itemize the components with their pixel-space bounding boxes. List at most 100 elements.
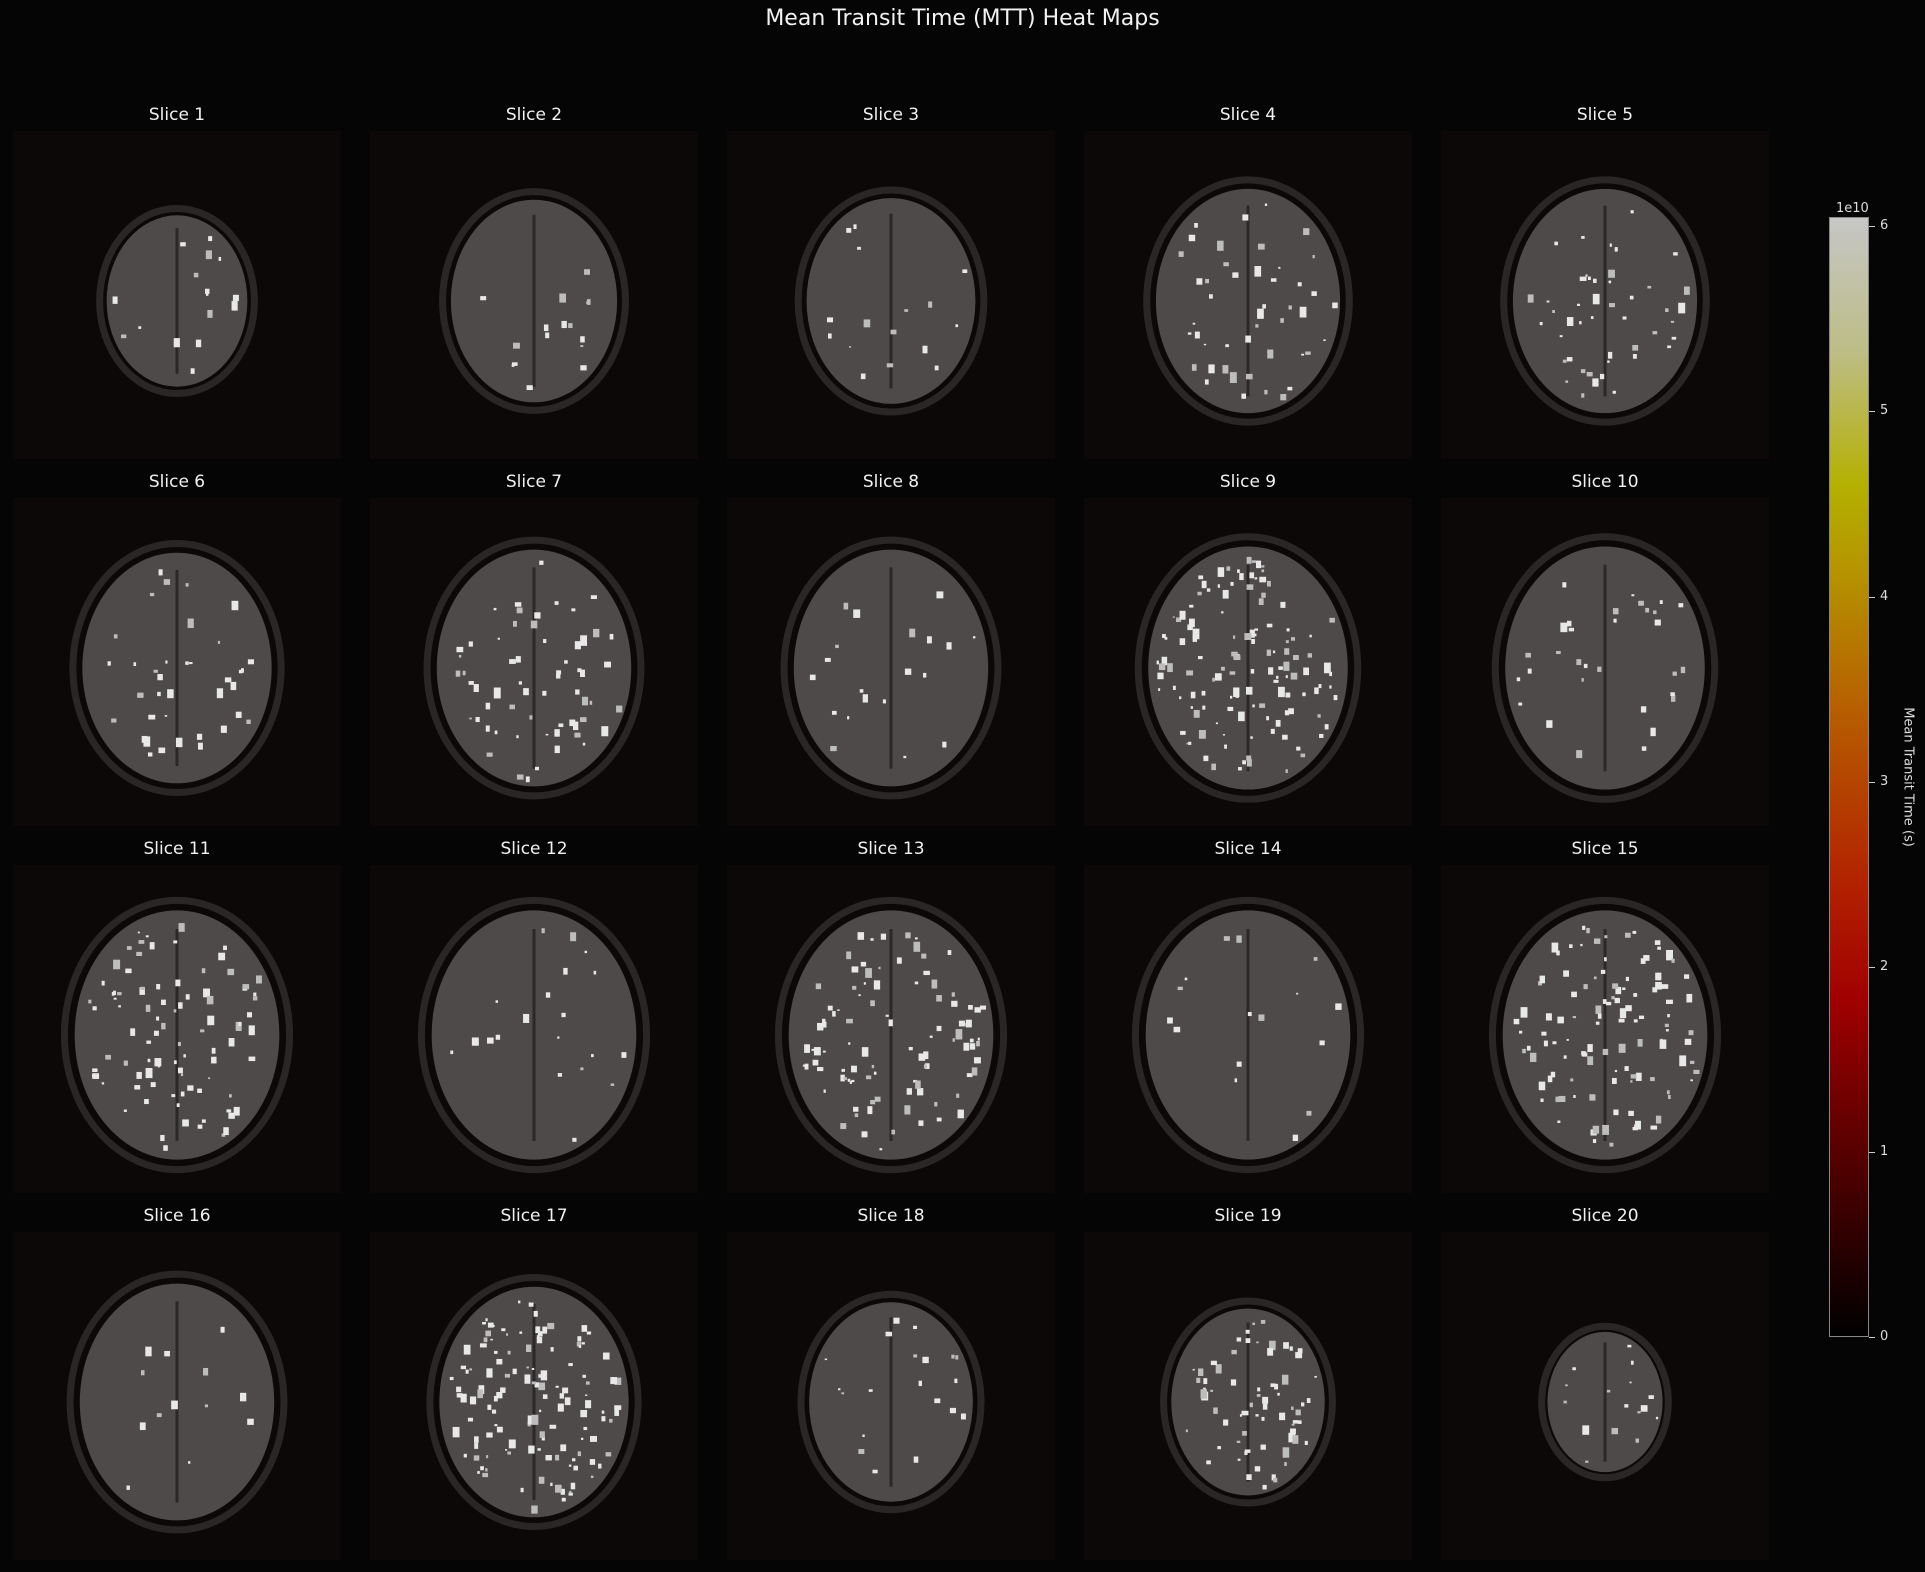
mtt-hotspot (1329, 617, 1335, 623)
mtt-hotspot (1566, 357, 1573, 362)
mtt-hotspot (1236, 1337, 1242, 1342)
mtt-hotspot (1678, 302, 1686, 314)
mtt-hotspot (585, 1394, 588, 1396)
mtt-hotspot (208, 236, 213, 242)
mtt-hotspot (494, 1350, 498, 1354)
mtt-hotspot (1580, 369, 1586, 374)
mtt-hotspot (1232, 635, 1236, 639)
mtt-hotspot (849, 1081, 852, 1084)
mtt-hotspot (193, 272, 199, 278)
mtt-hotspot (550, 1482, 553, 1487)
mtt-hotspot (1670, 320, 1675, 323)
mtt-hotspot (965, 1019, 972, 1028)
mtt-hotspot (253, 992, 257, 997)
mtt-hotspot (896, 957, 902, 964)
mtt-hotspot (1595, 1005, 1602, 1014)
mtt-hotspot (483, 1337, 488, 1343)
mtt-hotspot (531, 1381, 536, 1385)
mtt-hotspot (1654, 940, 1661, 945)
mtt-hotspot (1296, 992, 1299, 995)
mtt-hotspot (860, 373, 866, 380)
slice-title: Slice 19 (1214, 1206, 1282, 1226)
mtt-hotspot (1604, 935, 1608, 939)
mtt-hotspot (918, 1120, 924, 1126)
mtt-hotspot (872, 1469, 878, 1474)
mtt-hotspot (1671, 336, 1677, 340)
mtt-hotspot (554, 729, 560, 737)
mtt-hotspot (92, 1068, 98, 1073)
mtt-hotspot (1194, 223, 1198, 228)
mtt-hotspot (516, 774, 524, 780)
mtt-hotspot (1329, 685, 1332, 689)
mtt-hotspot (180, 1073, 184, 1077)
mtt-hotspot (1215, 722, 1219, 725)
mtt-hotspot (465, 1369, 469, 1374)
slice-heatmap (13, 131, 341, 459)
slice-title: Slice 12 (500, 839, 568, 859)
mtt-hotspot (231, 301, 238, 311)
mtt-hotspot (913, 1079, 917, 1083)
mtt-hotspot (1211, 763, 1216, 771)
mtt-hotspot (528, 1445, 535, 1454)
mtt-hotspot (1569, 944, 1573, 949)
mtt-hotspot (840, 1123, 847, 1130)
mtt-hotspot (1236, 1061, 1242, 1067)
slice-heatmap (1084, 131, 1412, 459)
mtt-hotspot (163, 1145, 168, 1151)
mtt-hotspot (148, 714, 156, 720)
mtt-hotspot (1614, 1069, 1618, 1073)
mtt-hotspot (1175, 617, 1182, 623)
mtt-hotspot (1202, 705, 1206, 710)
mtt-hotspot (584, 950, 588, 954)
mtt-hotspot (1318, 684, 1322, 689)
mtt-hotspot (496, 1358, 503, 1365)
mtt-hotspot (211, 1056, 217, 1064)
mtt-hotspot (843, 602, 849, 610)
mtt-hotspot (206, 995, 214, 1005)
mtt-hotspot (1678, 603, 1684, 608)
mtt-hotspot (832, 1011, 836, 1017)
skull-outline (1500, 176, 1710, 426)
mtt-hotspot (1208, 364, 1215, 374)
mtt-hotspot (526, 385, 533, 391)
mtt-hotspot (1258, 598, 1264, 605)
mtt-hotspot (542, 690, 547, 696)
mtt-hotspot (238, 669, 243, 674)
mtt-hotspot (1285, 692, 1291, 698)
mtt-hotspot (934, 1398, 941, 1404)
mtt-hotspot (1158, 688, 1161, 691)
mtt-hotspot (583, 1426, 588, 1431)
mtt-hotspot (955, 324, 959, 328)
mtt-hotspot (534, 612, 541, 619)
mtt-hotspot (494, 730, 498, 735)
mtt-hotspot (1545, 1013, 1552, 1021)
mtt-hotspot (534, 1382, 539, 1388)
slice-panel: Slice 7 (370, 472, 698, 826)
mtt-hotspot (508, 1439, 516, 1449)
mtt-hotspot (1647, 285, 1652, 289)
mtt-hotspot (195, 339, 202, 348)
mtt-hotspot (1333, 695, 1338, 701)
mtt-hotspot (1619, 1008, 1627, 1019)
mtt-hotspot (556, 670, 562, 675)
slice-heatmap (1441, 131, 1769, 459)
mtt-hotspot (220, 725, 227, 733)
mtt-hotspot (1295, 1352, 1303, 1359)
mtt-hotspot (239, 1392, 247, 1402)
mtt-hotspot (1249, 572, 1255, 579)
mtt-hotspot (862, 694, 868, 703)
mtt-hotspot (573, 1465, 578, 1471)
mtt-hotspot (1599, 373, 1605, 380)
mtt-hotspot (922, 672, 927, 678)
mtt-hotspot (1186, 742, 1189, 745)
mtt-hotspot (1280, 394, 1287, 401)
mtt-hotspot (230, 681, 237, 691)
mtt-hotspot (559, 293, 566, 303)
mtt-hotspot (1650, 1077, 1655, 1082)
mtt-hotspot (1237, 1458, 1241, 1461)
mtt-hotspot (1247, 1011, 1252, 1017)
mtt-hotspot (1592, 293, 1600, 305)
mtt-hotspot (913, 1456, 919, 1463)
mtt-hotspot (1607, 360, 1610, 363)
mtt-hotspot (1581, 235, 1585, 239)
